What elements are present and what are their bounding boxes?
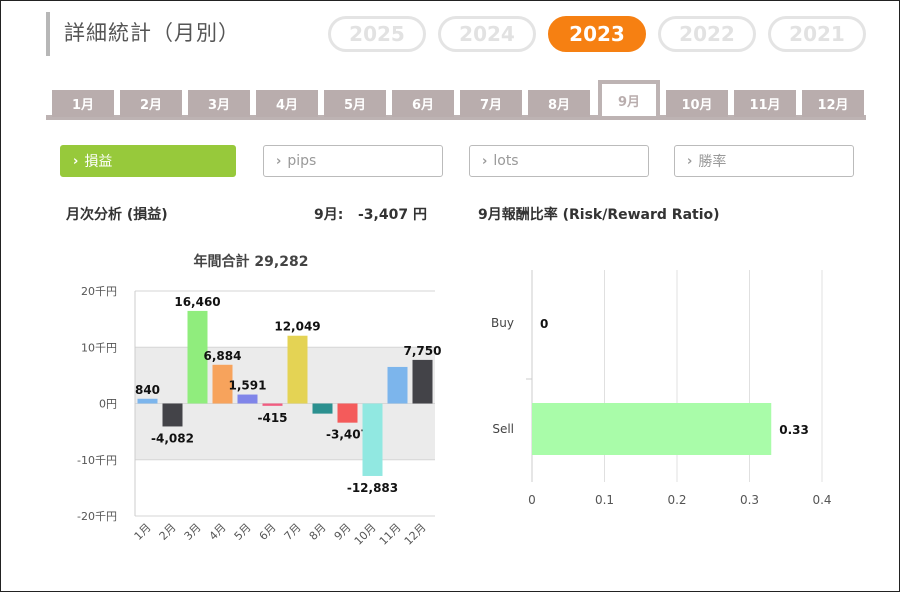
x-tick-label: 5月 — [232, 521, 254, 543]
y-tick-label: 20千円 — [81, 285, 117, 298]
x-tick-label: 6月 — [257, 521, 279, 543]
data-label: -12,883 — [347, 481, 398, 495]
bar-11月 — [387, 366, 408, 404]
chevron-right-icon: › — [73, 153, 79, 169]
ratio-heading: 9月報酬比率 (Risk/Reward Ratio) — [478, 207, 720, 223]
data-label: 0.33 — [779, 423, 809, 437]
tab-month-6[interactable]: 6月 — [392, 90, 454, 117]
metric-label: lots — [493, 153, 519, 169]
risk-reward-chart: 0 0.1 0.2 0.3 0.4 Buy 0 Sell 0.33 — [491, 270, 832, 507]
y-tick-label: 10千円 — [81, 341, 117, 354]
data-label: 0 — [540, 317, 548, 331]
x-tick-label: 10月 — [352, 521, 379, 548]
month-value-label: 9月: — [314, 207, 344, 223]
category-label: Sell — [492, 422, 514, 436]
metric-pl-button[interactable]: › 損益 — [60, 145, 236, 177]
tab-month-9[interactable]: 9月 — [598, 80, 660, 116]
tab-month-5[interactable]: 5月 — [324, 90, 386, 117]
month-value: -3,407 円 — [358, 207, 427, 223]
data-label: -4,082 — [151, 431, 194, 445]
bar-10月 — [362, 403, 383, 476]
data-label: 16,460 — [174, 295, 220, 309]
chart-title: 年間合計 29,282 — [194, 253, 309, 270]
data-label: 840 — [135, 383, 160, 397]
y-tick-label: 0円 — [99, 398, 117, 411]
tab-month-8[interactable]: 8月 — [528, 90, 590, 117]
bar-3月 — [187, 310, 208, 404]
data-label: -415 — [257, 411, 287, 425]
metric-label: 損益 — [84, 154, 113, 170]
data-label: 6,884 — [204, 349, 242, 363]
monthly-analysis-heading: 月次分析 (損益) — [66, 207, 168, 223]
year-2024[interactable]: 2024 — [438, 16, 536, 52]
x-tick-label: 2月 — [157, 521, 179, 543]
bar-6月 — [262, 403, 283, 406]
bar-4月 — [212, 364, 233, 404]
tab-month-3[interactable]: 3月 — [188, 90, 250, 117]
tab-month-1[interactable]: 1月 — [52, 90, 114, 117]
page-title-block: 詳細統計（月別） — [46, 12, 240, 56]
bar-5月 — [237, 394, 258, 404]
month-tabs: 1月 2月 3月 4月 5月 6月 7月 8月 9月 10月 11月 12月 — [46, 80, 866, 120]
tab-month-4[interactable]: 4月 — [256, 90, 318, 117]
tab-month-10[interactable]: 10月 — [666, 90, 728, 117]
x-tick-label: 0.3 — [740, 493, 759, 507]
year-2025[interactable]: 2025 — [328, 16, 426, 52]
x-tick-label: 1月 — [132, 521, 154, 543]
x-tick-label: 11月 — [377, 521, 404, 548]
data-label: 7,750 — [404, 344, 442, 358]
data-label: 1,591 — [229, 379, 267, 393]
month-tabs-underline — [46, 115, 866, 120]
monthly-pl-chart: 年間合計 29,282 20千円 10千円 0円 -10千円 -20千円 840 1月 -4,0… — [77, 253, 442, 548]
metric-winrate-button[interactable]: › 勝率 — [674, 145, 854, 177]
x-tick-label: 9月 — [332, 521, 354, 543]
chevron-right-icon: › — [276, 153, 282, 169]
chevron-right-icon: › — [687, 153, 693, 169]
tab-month-7[interactable]: 7月 — [460, 90, 522, 117]
bar-1月 — [137, 398, 158, 404]
data-label: -3,407 — [326, 428, 369, 442]
x-tick-label: 0.4 — [812, 493, 831, 507]
bar-12月 — [412, 359, 433, 404]
y-tick-label: -20千円 — [77, 510, 117, 523]
metric-pips-button[interactable]: › pips — [263, 145, 443, 177]
bar-sell — [532, 403, 772, 455]
x-tick-label: 0.2 — [667, 493, 686, 507]
data-label: 12,049 — [274, 320, 320, 334]
bar-9月 — [337, 403, 358, 423]
tab-month-2[interactable]: 2月 — [120, 90, 182, 117]
y-tick-label: -10千円 — [77, 454, 117, 467]
year-selector: 2025 2024 2023 2022 2021 — [328, 16, 866, 52]
bar-8月 — [312, 403, 333, 414]
tab-month-12[interactable]: 12月 — [802, 90, 864, 117]
x-tick-label: 7月 — [282, 521, 304, 543]
year-2022[interactable]: 2022 — [658, 16, 756, 52]
tab-month-11[interactable]: 11月 — [734, 90, 796, 117]
year-2023[interactable]: 2023 — [548, 16, 646, 52]
bar-2月 — [162, 403, 183, 427]
metric-lots-button[interactable]: › lots — [469, 145, 649, 177]
x-tick-label: 0 — [528, 493, 536, 507]
year-2021[interactable]: 2021 — [768, 16, 866, 52]
x-tick-label: 0.1 — [595, 493, 614, 507]
bar-7月 — [287, 335, 308, 404]
x-tick-label: 3月 — [182, 521, 204, 543]
x-tick-label: 4月 — [207, 521, 229, 543]
metric-label: 勝率 — [698, 154, 727, 170]
x-tick-label: 8月 — [307, 521, 329, 543]
x-tick-label: 12月 — [402, 521, 429, 548]
metric-label: pips — [287, 153, 317, 169]
chevron-right-icon: › — [482, 153, 488, 169]
page-title: 詳細統計（月別） — [64, 21, 240, 45]
category-label: Buy — [491, 316, 514, 330]
